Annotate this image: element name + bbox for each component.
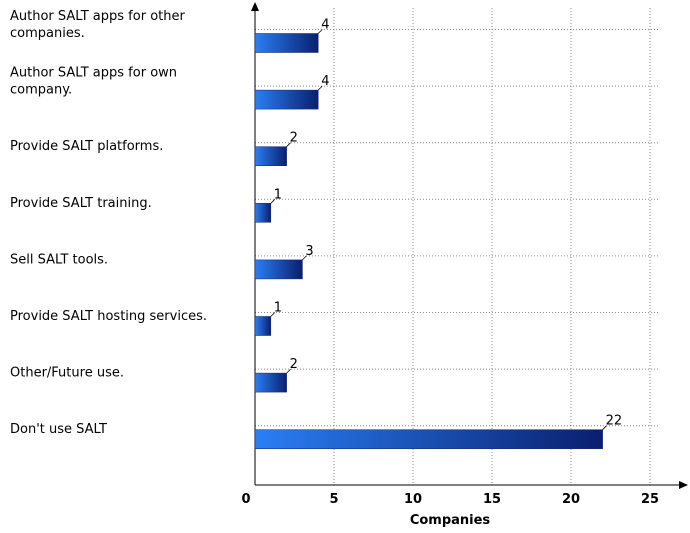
bars [254, 29, 607, 449]
category-label: Provide SALT training. [10, 196, 152, 211]
value-label-leader [270, 312, 276, 317]
x-tick-label: 10 [404, 492, 422, 507]
bar [254, 146, 287, 166]
value-label: 4 [321, 18, 329, 33]
category-label: Sell SALT tools. [10, 252, 108, 267]
bar [254, 89, 319, 110]
x-tick-label: 5 [329, 492, 338, 507]
category-label: Don't use SALT [10, 422, 107, 437]
y-axis-arrow [251, 2, 259, 11]
x-tick-label: 20 [562, 492, 580, 507]
value-label: 1 [274, 187, 282, 202]
grid-lines [255, 8, 660, 485]
value-label-leader [286, 142, 291, 147]
bar [254, 429, 603, 449]
value-label-leader [302, 255, 307, 261]
value-label: 2 [290, 131, 298, 146]
value-label-leader [270, 199, 276, 204]
category-label: Provide SALT platforms. [10, 139, 163, 154]
bar [254, 203, 272, 223]
value-label: 1 [274, 301, 282, 316]
value-label: 22 [606, 414, 623, 429]
value-label: 3 [305, 244, 313, 259]
category-label: companies. [10, 26, 85, 41]
category-label: Other/Future use. [10, 366, 124, 381]
value-label: 4 [321, 74, 329, 89]
value-label-leader [317, 85, 323, 91]
axes [251, 2, 688, 489]
x-axis-title: Companies [410, 513, 491, 528]
category-label: Author SALT apps for own [10, 66, 177, 81]
labels: 0 5 10 15 20 25 4 Author SALT apps for other com… [10, 9, 659, 507]
bar [254, 372, 287, 393]
value-label-leader [602, 425, 607, 430]
x-tick-label: 25 [641, 492, 659, 507]
bar [254, 316, 272, 336]
category-label: company. [10, 83, 72, 98]
category-label: Author SALT apps for other [10, 9, 185, 24]
x-tick-label: 0 [241, 492, 250, 507]
x-axis-arrow [679, 481, 688, 489]
value-label-leader [317, 29, 323, 34]
value-label-leader [286, 368, 291, 374]
x-tick-label: 15 [483, 492, 501, 507]
bar [254, 259, 303, 280]
bar [254, 33, 319, 53]
value-label: 2 [290, 357, 298, 372]
category-label: Provide SALT hosting services. [10, 309, 207, 324]
